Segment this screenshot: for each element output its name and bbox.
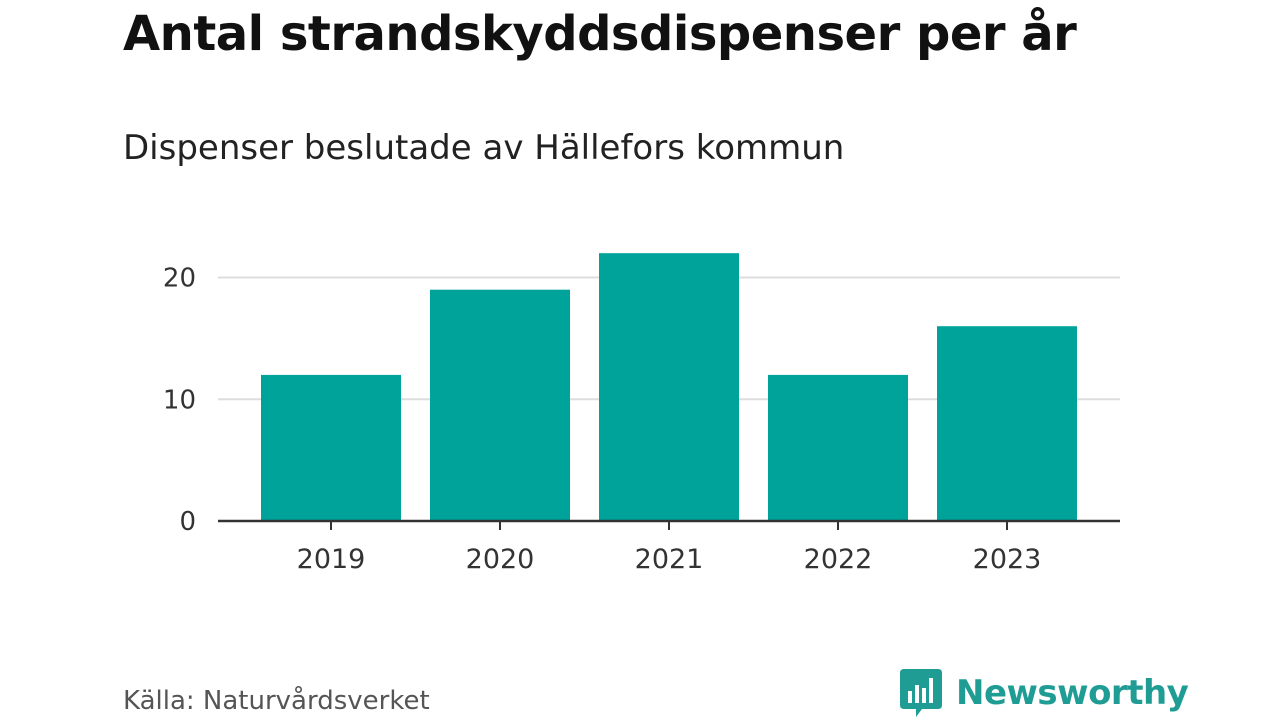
y-tick-label: 20 [163, 264, 196, 294]
axes [218, 519, 1120, 530]
brand-name: Newsworthy [956, 673, 1189, 713]
bar-2023 [937, 326, 1077, 521]
bar-2022 [768, 374, 908, 521]
brand-logo-group: Newsworthy [900, 669, 1189, 717]
chart-subtitle: Dispenser beslutade av Hällefors kommun [123, 128, 845, 168]
x-tick-label: 2021 [635, 544, 704, 575]
newsworthy-logo-icon [900, 669, 942, 717]
x-tick-label: 2020 [466, 544, 535, 575]
bar-2019 [261, 374, 401, 521]
x-tick-label: 2019 [297, 544, 366, 575]
bar-2021 [599, 253, 739, 521]
y-tick-label: 0 [179, 507, 196, 537]
x-tick-label: 2023 [973, 544, 1042, 575]
bar-chart: 0 10 20 2019 2020 2021 2022 2023 [163, 253, 1120, 575]
chart-title: Antal strandskyddsdispenser per år [123, 6, 1077, 62]
y-tick-label: 10 [163, 385, 196, 415]
bar-2020 [430, 289, 570, 521]
x-tick-label: 2022 [804, 544, 873, 575]
bars [261, 253, 1077, 521]
source-note: Källa: Naturvårdsverket [123, 686, 430, 716]
tick-labels: 0 10 20 2019 2020 2021 2022 2023 [163, 264, 1041, 575]
